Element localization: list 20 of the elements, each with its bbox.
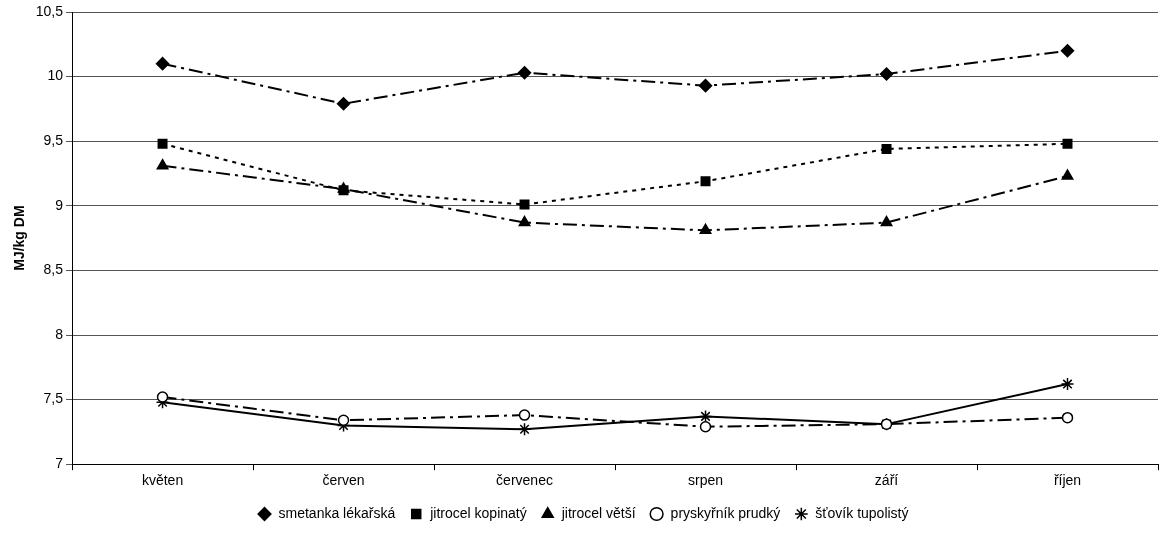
y-tick-label: 7,5 bbox=[43, 390, 64, 407]
y-tick-label: 7 bbox=[55, 455, 64, 472]
legend-label: smetanka lékařská bbox=[278, 504, 396, 521]
x-tick-label: červen bbox=[322, 472, 365, 489]
x-tick-label: září bbox=[874, 472, 899, 489]
x-tick-label: červenec bbox=[496, 472, 553, 489]
legend-label: pryskyřník prudký bbox=[670, 504, 781, 521]
x-tick-label: květen bbox=[141, 472, 184, 489]
y-tick-label: 9 bbox=[55, 196, 64, 213]
y-tick-label: 9,5 bbox=[43, 132, 64, 149]
x-tick-label: srpen bbox=[688, 472, 724, 489]
y-tick-label: 10,5 bbox=[35, 2, 64, 19]
legend-label: jitrocel větší bbox=[560, 504, 636, 521]
y-tick-label: 8 bbox=[55, 325, 64, 342]
y-axis-title: MJ/kg DM bbox=[11, 205, 28, 271]
y-tick-label: 8,5 bbox=[43, 261, 64, 278]
legend-label: jitrocel kopinatý bbox=[429, 504, 527, 521]
legend-label: šťovík tupolistý bbox=[815, 504, 909, 521]
y-tick-label: 10 bbox=[47, 67, 64, 84]
x-tick-label: říjen bbox=[1053, 472, 1082, 489]
